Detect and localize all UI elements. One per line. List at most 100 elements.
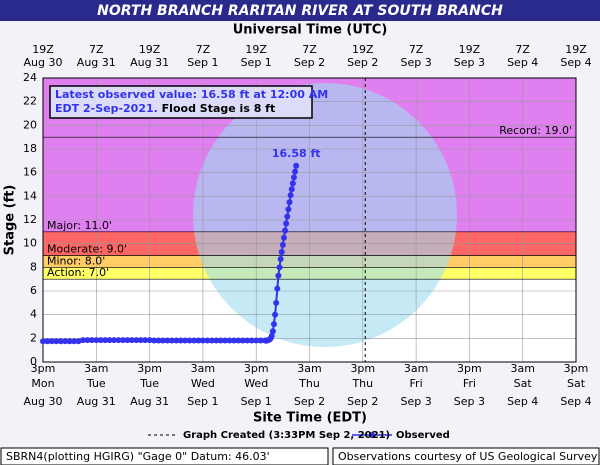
data-point	[278, 248, 285, 255]
data-point	[287, 192, 294, 199]
data-point	[222, 337, 229, 344]
x2-tick-date: Sep 3	[400, 56, 431, 69]
data-point	[289, 180, 296, 187]
x2-axis-title: Universal Time (UTC)	[233, 23, 388, 38]
x2-tick-label: 7Z	[409, 43, 424, 56]
legend-created: Graph Created (3:33PM Sep 2, 2021)	[183, 430, 390, 441]
watermark	[193, 83, 457, 347]
x-tick-weekday: Tue	[86, 377, 106, 390]
y-tick-label: 8	[30, 260, 37, 273]
footer-left: SBRN4(plotting HGIRG) "Gage 0" Datum: 46…	[6, 450, 270, 463]
y-tick-label: 14	[23, 189, 37, 202]
y-tick-label: 24	[23, 71, 37, 84]
data-point	[285, 206, 292, 213]
footer-right-box	[332, 447, 600, 465]
x-tick-label: 3am	[297, 362, 321, 375]
data-point	[44, 338, 51, 345]
x2-tick-label: 19Z	[32, 43, 54, 56]
data-point	[168, 337, 175, 344]
data-point	[40, 338, 46, 345]
y-tick-label: 4	[30, 308, 37, 321]
x2-tick-label: 19Z	[352, 43, 374, 56]
data-point	[137, 337, 144, 344]
x-tick-date: Aug 31	[130, 395, 169, 408]
data-point	[182, 337, 189, 344]
data-point	[88, 337, 95, 344]
y-tick-label: 2	[30, 331, 37, 344]
plot-border	[42, 77, 577, 363]
x-tick-label: 3pm	[457, 362, 482, 375]
x-tick-weekday: Tue	[139, 377, 159, 390]
data-point	[283, 220, 290, 227]
x-tick-weekday: Fri	[463, 377, 476, 390]
data-point	[128, 337, 135, 344]
x-tick-date: Aug 31	[77, 395, 116, 408]
x2-tick-date: Sep 4	[560, 56, 591, 69]
x2-tick-date: Sep 4	[507, 56, 538, 69]
data-point	[208, 337, 215, 344]
data-point	[244, 337, 251, 344]
data-point	[195, 337, 202, 344]
x-tick-date: Sep 1	[187, 395, 218, 408]
x2-tick-date: Sep 1	[187, 56, 218, 69]
x-axis-title: Site Time (EDT)	[253, 411, 367, 426]
data-point	[279, 241, 286, 248]
record-label: Record: 19.0'	[499, 124, 572, 137]
data-point	[213, 337, 220, 344]
x2-tick-label: 7Z	[515, 43, 530, 56]
data-point	[62, 338, 69, 345]
data-point	[177, 337, 184, 344]
data-point	[239, 337, 246, 344]
info-date: EDT 2-Sep-2021.	[55, 102, 158, 115]
info-box	[49, 85, 313, 119]
x2-tick-date: Sep 3	[454, 56, 485, 69]
data-point	[280, 234, 287, 241]
x2-tick-date: Sep 2	[294, 56, 325, 69]
data-point	[93, 337, 100, 344]
data-point	[186, 337, 193, 344]
data-point	[268, 332, 275, 339]
x2-tick-date: Aug 31	[130, 56, 169, 69]
y-tick-label: 10	[23, 237, 37, 250]
x-tick-date: Sep 3	[454, 395, 485, 408]
data-point	[48, 338, 55, 345]
data-point	[230, 337, 237, 344]
data-point	[204, 337, 211, 344]
x-tick-label: 3am	[191, 362, 215, 375]
x-tick-label: 3am	[404, 362, 428, 375]
y-tick-label: 16	[23, 166, 37, 179]
data-point	[257, 337, 264, 344]
data-point	[53, 338, 60, 345]
data-point	[199, 337, 206, 344]
threshold-label: Minor: 8.0'	[47, 254, 105, 267]
x-tick-label: 3pm	[244, 362, 269, 375]
x-tick-weekday: Wed	[191, 377, 215, 390]
x-tick-date: Sep 1	[241, 395, 272, 408]
data-point	[119, 337, 126, 344]
info-line-1: Latest observed value: 16.58 ft at 12:00…	[55, 88, 328, 101]
data-point	[106, 337, 113, 344]
x2-tick-label: 7Z	[196, 43, 211, 56]
info-flood-stage: Flood Stage is 8 ft	[162, 102, 276, 115]
x-tick-date: Sep 3	[400, 395, 431, 408]
data-point	[164, 337, 171, 344]
x-tick-label: 3pm	[137, 362, 162, 375]
x-tick-weekday: Thu	[298, 377, 320, 390]
data-point	[272, 311, 279, 318]
data-point	[159, 337, 166, 344]
x-tick-weekday: Sat	[514, 377, 533, 390]
info-line-2: EDT 2-Sep-2021. Flood Stage is 8 ft	[55, 102, 275, 115]
threshold-label: Moderate: 9.0'	[47, 243, 127, 256]
x2-tick-label: 7Z	[302, 43, 317, 56]
data-point	[253, 337, 260, 344]
x-tick-date: Sep 2	[294, 395, 325, 408]
x2-tick-label: 19Z	[139, 43, 161, 56]
data-point	[273, 299, 280, 306]
x2-tick-label: 7Z	[89, 43, 104, 56]
data-point	[66, 338, 73, 345]
data-point	[274, 285, 281, 292]
data-point	[269, 328, 276, 335]
x-tick-date: Sep 4	[507, 395, 538, 408]
legend-label: Observed	[396, 430, 450, 441]
